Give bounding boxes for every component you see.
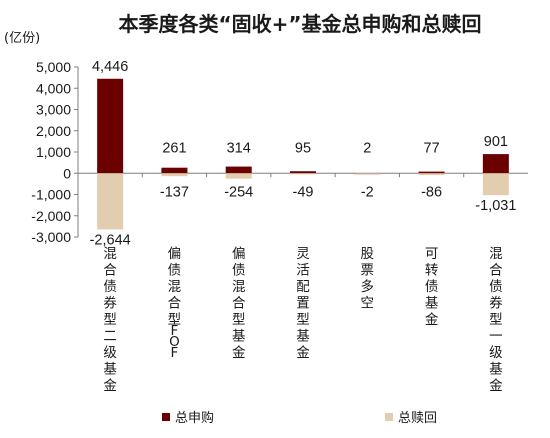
bar-redemption	[225, 173, 252, 179]
bar-subscription	[97, 78, 124, 174]
y-axis: 5,000 4,000 3,000 2,000 1,000 0 -1,000 -2,000 -3…	[31, 59, 528, 245]
bar-subscription	[225, 166, 252, 174]
data-label-subscription: 4,446	[92, 59, 128, 75]
bar-redemption	[482, 173, 509, 196]
y-tick-label: -1,000	[31, 187, 71, 203]
bar-redemption	[97, 173, 124, 230]
bars	[97, 78, 509, 230]
category-label: 灵活配置型基金	[296, 246, 310, 361]
y-tick-label: 0	[63, 165, 71, 181]
bar-redemption	[418, 173, 445, 176]
y-tick-label: 2,000	[36, 123, 71, 139]
category-label: 偏债混合型 F O F	[168, 246, 182, 361]
bar-subscription	[290, 171, 316, 174]
data-label-redemption: -86	[421, 184, 442, 200]
chart-title: 本季度各类“固收+”基金总申购和总赎回	[118, 12, 481, 36]
legend-swatch-redemption	[385, 413, 393, 421]
data-label-subscription: 77	[424, 140, 440, 156]
data-label-redemption: -49	[293, 184, 314, 200]
data-label-redemption: -254	[224, 184, 253, 200]
data-label-subscription: 314	[227, 140, 251, 156]
data-label-redemption: -2,644	[90, 232, 131, 248]
y-tick-label: -2,000	[31, 208, 71, 224]
data-label-subscription: 261	[162, 140, 186, 156]
y-tick-label: 5,000	[36, 59, 71, 75]
data-label-subscription: 2	[363, 140, 371, 156]
category-label: 混合债券型二级基金	[103, 246, 117, 394]
category-labels: 混合债券型二级基金 偏债混合型 F O F 偏债混合型基金 灵活配置型基金 股票多空 可转债基金…	[103, 246, 503, 394]
category-label: 偏债混合型基金	[232, 246, 246, 361]
y-unit-label: (亿份)	[4, 31, 40, 46]
y-tick-label: -3,000	[31, 229, 71, 245]
category-label: 股票多空	[361, 246, 375, 312]
legend-label-subscription: 总申购	[175, 410, 214, 426]
data-label-subscription: 901	[484, 134, 508, 150]
bar-subscription	[418, 171, 445, 174]
y-tick-label: 4,000	[36, 80, 71, 96]
data-label-redemption: -2	[361, 184, 374, 200]
bar-subscription	[161, 167, 188, 174]
legend-swatch-subscription	[162, 413, 170, 421]
legend: 总申购 总赎回	[162, 410, 437, 426]
y-tick-label: 3,000	[36, 102, 71, 118]
data-label-subscription: 95	[295, 140, 311, 156]
bar-redemption	[290, 173, 316, 175]
data-label-redemption: -137	[160, 184, 189, 200]
bar-redemption	[161, 173, 188, 177]
legend-label-redemption: 总赎回	[398, 411, 437, 426]
bar-subscription	[482, 154, 509, 174]
bar-redemption	[354, 173, 381, 175]
category-label: 混合债券型一级基金	[489, 246, 503, 394]
category-label: 可转债基金	[425, 246, 439, 328]
y-tick-label: 1,000	[36, 144, 71, 160]
data-labels: 4,446 -2,644 261 -137 314 -254 95 -49 2 -2 77 -86 90…	[90, 59, 517, 249]
data-label-redemption: -1,031	[475, 198, 516, 214]
